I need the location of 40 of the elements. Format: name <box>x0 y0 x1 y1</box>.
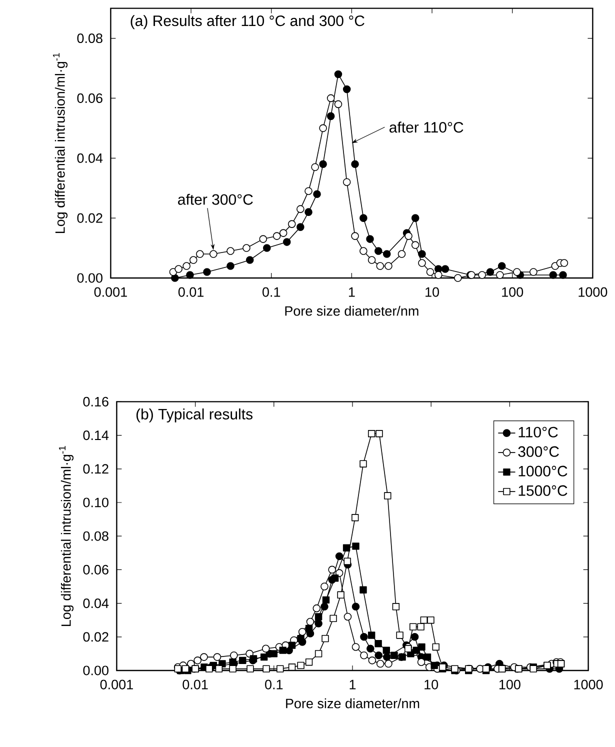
chart-title: (b) Typical results <box>136 408 252 422</box>
y-tick-label: 0.14 <box>83 430 109 440</box>
y-tick-label: 0.04 <box>77 153 103 163</box>
x-tick-label: 0.01 <box>178 287 204 297</box>
y-tick-label: 0.00 <box>83 666 108 676</box>
y-tick-label: 0.02 <box>77 213 102 223</box>
legend-label: 110°C <box>518 426 558 438</box>
x-tick-label: 10 <box>426 287 439 297</box>
y-tick-label: 0.12 <box>83 464 108 474</box>
y-tick-label: 0.02 <box>83 632 108 642</box>
y-tick-label: 0.08 <box>77 34 102 44</box>
x-tick-label: 0.001 <box>94 287 127 297</box>
chart-title: (a) Results after 110 °C and 300 °C <box>130 15 364 30</box>
y-tick-label: 0.06 <box>83 564 108 574</box>
legend-label: 1000°C <box>518 466 568 476</box>
x-tick-label: 0.1 <box>262 287 280 297</box>
y-axis-title: Log differential intrusion/ml·g$^{-1}$ <box>52 53 68 234</box>
annotation: after 300°C <box>178 194 253 205</box>
y-axis-title: Log differential intrusion/ml·g$^{-1}$ <box>58 446 74 626</box>
x-tick-label: 100 <box>499 680 520 690</box>
y-tick-label: 0.06 <box>77 93 102 103</box>
x-axis-title: Pore size diameter/nm <box>286 698 420 708</box>
x-tick-label: 1 <box>350 680 356 690</box>
x-tick-label: 100 <box>502 287 524 297</box>
x-tick-label: 1000 <box>574 680 603 690</box>
y-tick-label: 0.04 <box>83 598 109 608</box>
x-axis-title: Pore size diameter/nm <box>285 306 418 316</box>
x-tick-label: 1000 <box>578 287 608 297</box>
y-tick-label: 0.00 <box>77 273 102 283</box>
legend-label: 300°C <box>518 446 559 457</box>
annotation: after 110°C <box>390 122 464 133</box>
y-tick-label: 0.16 <box>83 396 108 406</box>
x-tick-label: 0.1 <box>265 680 283 690</box>
x-tick-label: 1 <box>348 287 355 297</box>
x-tick-label: 0.01 <box>182 680 208 690</box>
legend-label: 1500°C <box>518 485 568 496</box>
x-tick-label: 10 <box>424 680 438 690</box>
x-tick-label: 0.001 <box>100 680 133 690</box>
y-tick-label: 0.08 <box>83 531 108 541</box>
y-tick-label: 0.10 <box>83 498 108 508</box>
